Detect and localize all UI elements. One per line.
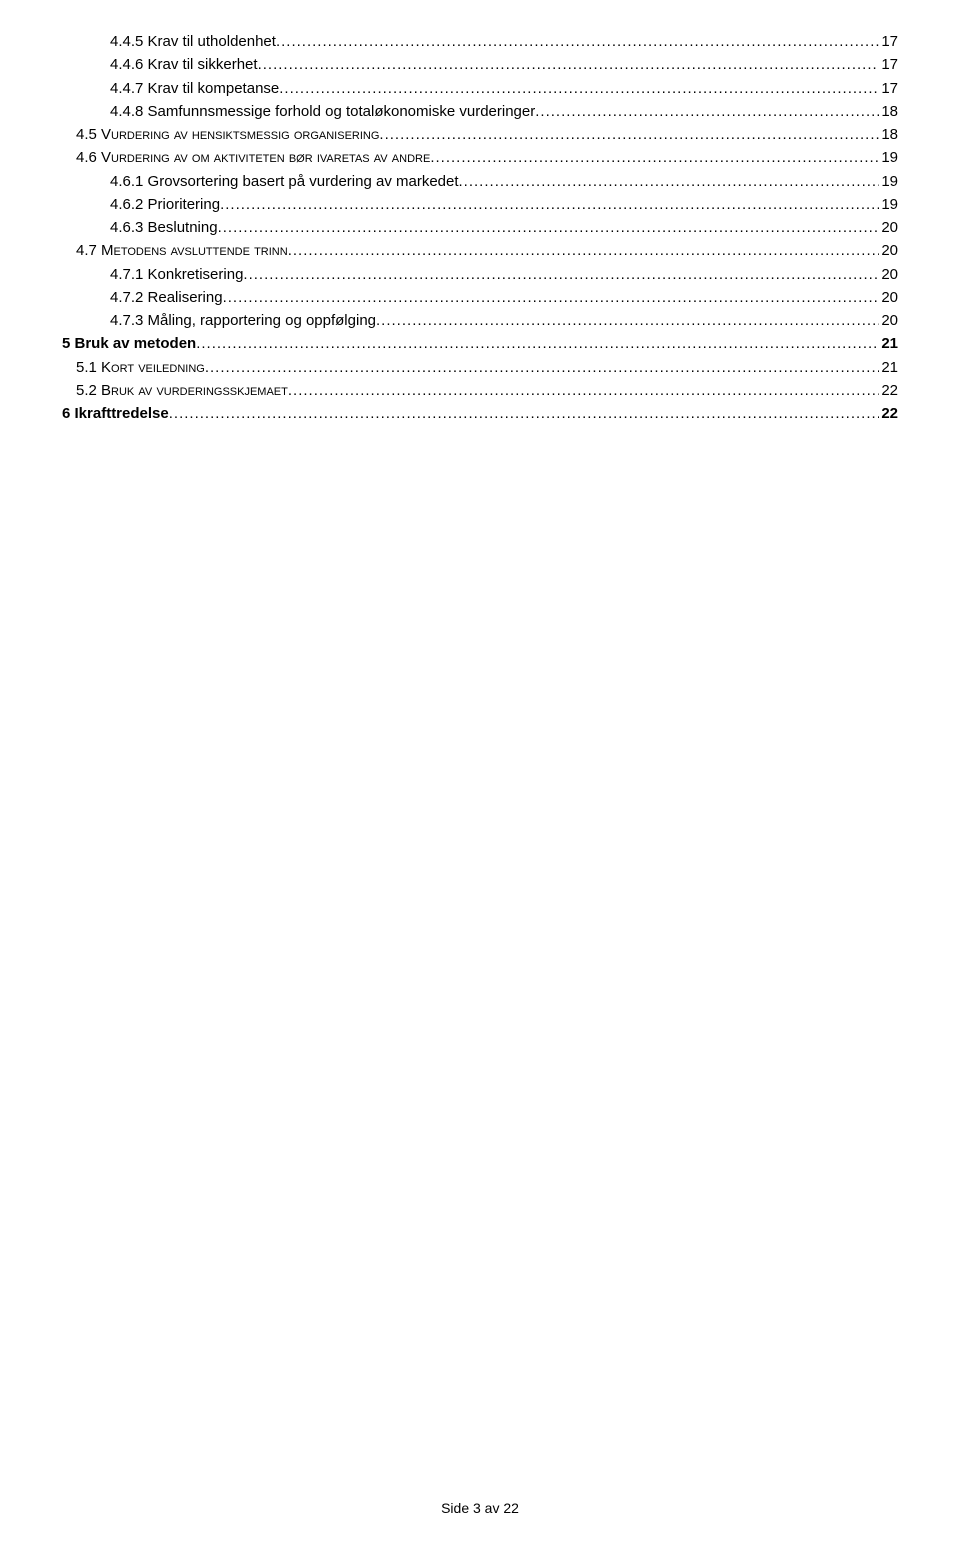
toc-leaders: ........................................…	[205, 356, 879, 379]
toc-entry-page: 20	[879, 263, 898, 286]
toc-entry-page: 22	[879, 379, 898, 402]
toc-entry: 5.1 Kort veiledning.....................…	[62, 356, 898, 379]
table-of-contents: 4.4.5 Krav til utholdenhet..............…	[62, 30, 898, 425]
toc-entry-label: 4.4.8 Samfunnsmessige forhold og totaløk…	[110, 100, 535, 123]
toc-entry: 4.6.1 Grovsortering basert på vurdering …	[62, 170, 898, 193]
toc-entry-page: 17	[879, 30, 898, 53]
toc-entry: 5.2 Bruk av vurderingsskjemaet..........…	[62, 379, 898, 402]
toc-entry: 4.7 Metodens avsluttende trinn..........…	[62, 239, 898, 262]
toc-entry-page: 20	[879, 286, 898, 309]
toc-entry-page: 18	[879, 100, 898, 123]
toc-entry-page: 17	[879, 53, 898, 76]
toc-entry-page: 21	[879, 332, 898, 355]
toc-entry: 4.4.6 Krav til sikkerhet................…	[62, 53, 898, 76]
toc-leaders: ........................................…	[258, 53, 880, 76]
toc-entry-page: 22	[879, 402, 898, 425]
toc-entry-label: 6 Ikrafttredelse	[62, 402, 169, 425]
toc-entry-label: 4.4.7 Krav til kompetanse	[110, 77, 279, 100]
toc-entry: 4.7.3 Måling, rapportering og oppfølging…	[62, 309, 898, 332]
toc-entry: 4.6.3 Beslutning........................…	[62, 216, 898, 239]
toc-entry-label: 5 Bruk av metoden	[62, 332, 196, 355]
toc-entry-page: 17	[879, 77, 898, 100]
toc-leaders: ........................................…	[196, 332, 879, 355]
toc-leaders: ........................................…	[223, 286, 880, 309]
toc-entry-label: 4.6 Vurdering av om aktiviteten bør ivar…	[76, 146, 430, 169]
toc-entry: 4.4.5 Krav til utholdenhet..............…	[62, 30, 898, 53]
toc-entry: 4.4.7 Krav til kompetanse...............…	[62, 77, 898, 100]
toc-entry: 4.4.8 Samfunnsmessige forhold og totaløk…	[62, 100, 898, 123]
toc-entry-label: 4.7 Metodens avsluttende trinn	[76, 239, 288, 262]
toc-entry-label: 5.2 Bruk av vurderingsskjemaet	[76, 379, 288, 402]
toc-entry-page: 19	[879, 146, 898, 169]
toc-entry: 6 Ikrafttredelse........................…	[62, 402, 898, 425]
toc-entry-label: 4.7.1 Konkretisering	[110, 263, 243, 286]
toc-entry-label: 4.5 Vurdering av hensiktsmessig organise…	[76, 123, 379, 146]
toc-leaders: ........................................…	[288, 379, 879, 402]
toc-leaders: ........................................…	[220, 193, 879, 216]
toc-leaders: ........................................…	[376, 309, 879, 332]
toc-leaders: ........................................…	[218, 216, 880, 239]
toc-entry-label: 4.7.2 Realisering	[110, 286, 223, 309]
toc-entry-page: 20	[879, 239, 898, 262]
toc-leaders: ........................................…	[379, 123, 879, 146]
toc-entry-page: 20	[879, 216, 898, 239]
page-footer: Side 3 av 22	[0, 1500, 960, 1516]
toc-entry-page: 19	[879, 193, 898, 216]
toc-leaders: ........................................…	[535, 100, 879, 123]
toc-leaders: ........................................…	[243, 263, 879, 286]
toc-entry-label: 5.1 Kort veiledning	[76, 356, 205, 379]
toc-leaders: ........................................…	[459, 170, 880, 193]
toc-entry-label: 4.4.6 Krav til sikkerhet	[110, 53, 258, 76]
toc-entry-page: 19	[879, 170, 898, 193]
toc-leaders: ........................................…	[169, 402, 880, 425]
toc-entry: 4.6.2 Prioritering......................…	[62, 193, 898, 216]
toc-leaders: ........................................…	[279, 77, 879, 100]
toc-entry-label: 4.6.3 Beslutning	[110, 216, 218, 239]
toc-entry: 4.7.2 Realisering.......................…	[62, 286, 898, 309]
toc-entry-label: 4.7.3 Måling, rapportering og oppfølging	[110, 309, 376, 332]
toc-entry: 4.7.1 Konkretisering....................…	[62, 263, 898, 286]
toc-entry: 5 Bruk av metoden.......................…	[62, 332, 898, 355]
toc-leaders: ........................................…	[430, 146, 879, 169]
toc-entry-page: 20	[879, 309, 898, 332]
toc-entry-label: 4.6.2 Prioritering	[110, 193, 220, 216]
toc-leaders: ........................................…	[288, 239, 880, 262]
toc-leaders: ........................................…	[276, 30, 879, 53]
toc-entry: 4.5 Vurdering av hensiktsmessig organise…	[62, 123, 898, 146]
toc-entry-label: 4.6.1 Grovsortering basert på vurdering …	[110, 170, 459, 193]
toc-entry-label: 4.4.5 Krav til utholdenhet	[110, 30, 276, 53]
toc-entry-page: 18	[879, 123, 898, 146]
toc-entry: 4.6 Vurdering av om aktiviteten bør ivar…	[62, 146, 898, 169]
toc-entry-page: 21	[879, 356, 898, 379]
